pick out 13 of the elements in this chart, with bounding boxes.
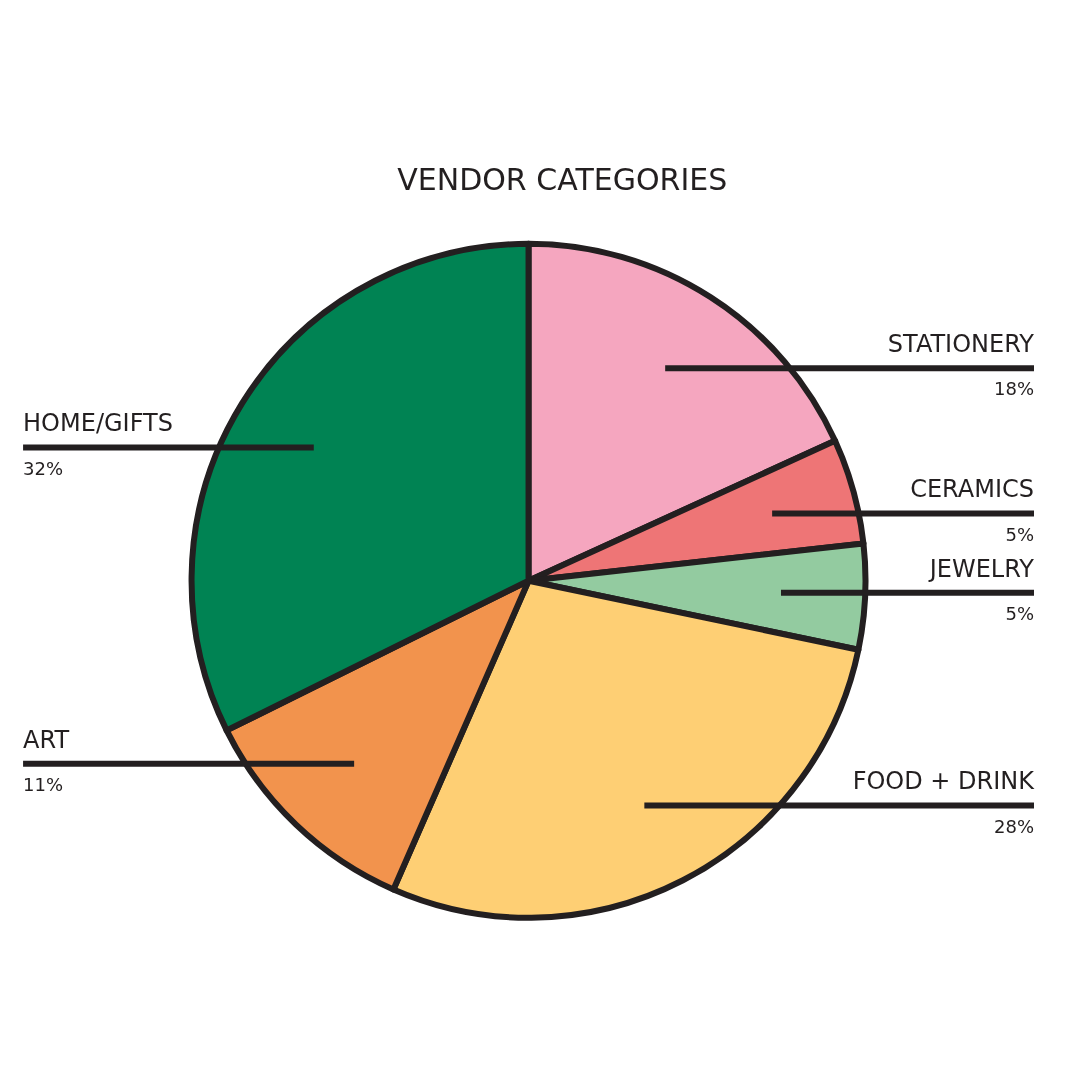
slice-label: CERAMICS (910, 475, 1035, 504)
data-label: 5% (1005, 602, 1034, 624)
data-label: 11% (23, 773, 64, 795)
chart-title: VENDOR CATEGORIES (397, 162, 728, 198)
slice-label: ART (23, 725, 70, 754)
data-label: 18% (993, 378, 1035, 400)
slice-label: FOOD + DRINK (852, 767, 1036, 796)
data-label: 28% (993, 815, 1035, 837)
data-label: 32% (23, 457, 64, 479)
slice-label: STATIONERY (887, 330, 1035, 359)
slice-label: JEWELRY (927, 554, 1035, 583)
slice-label: HOME/GIFTS (23, 409, 173, 438)
data-label: 5% (1005, 523, 1034, 545)
